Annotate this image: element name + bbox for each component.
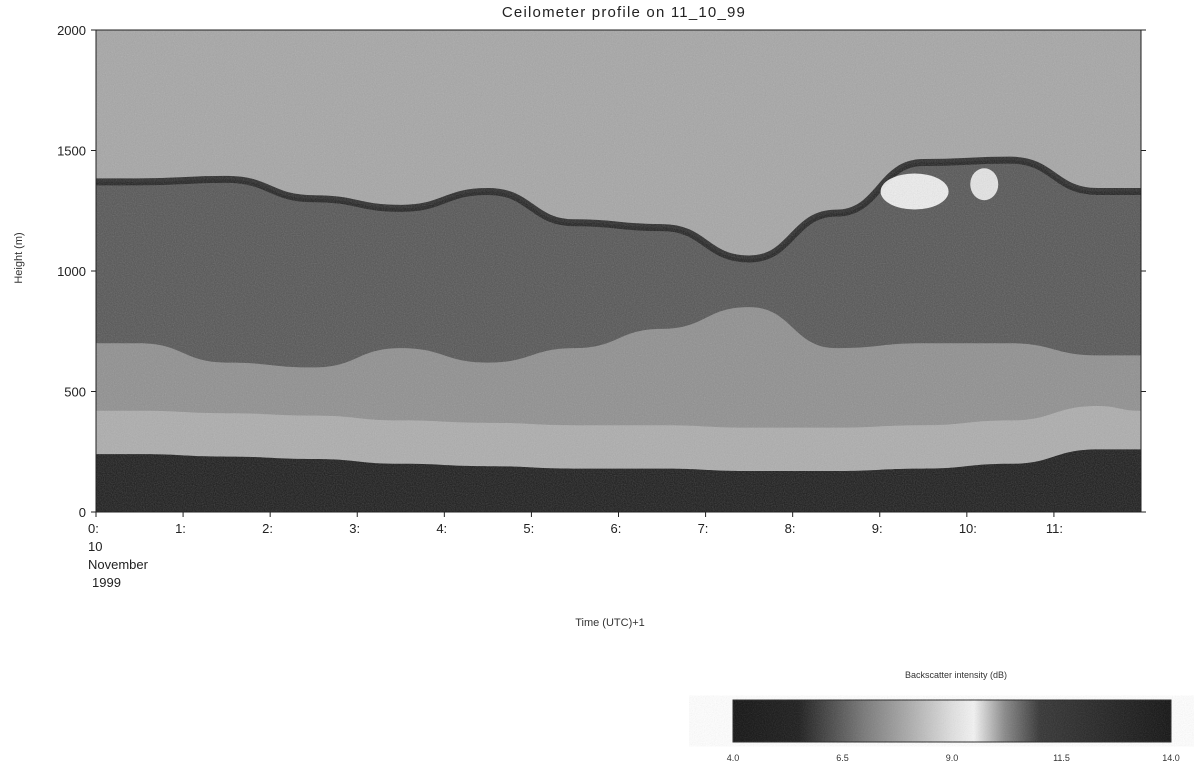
y-tick-label: 0	[79, 505, 86, 520]
colorbar-tick-label: 6.5	[836, 753, 849, 763]
colorbar-ticks: 4.0 6.5 9.0 11.5 14.0	[727, 753, 1180, 763]
chart-title: Ceilometer profile on 11_10_99	[502, 4, 746, 21]
y-tick-label: 2000	[57, 23, 86, 38]
x-date-label: 10 November 1999	[88, 539, 149, 590]
colorbar-tick-label: 14.0	[1162, 753, 1180, 763]
y-tick-label: 1500	[57, 144, 86, 159]
date-day: 10	[88, 539, 102, 554]
x-tick-label: 9:	[872, 521, 883, 536]
x-tick-label: 1:	[175, 521, 186, 536]
plot-area	[96, 30, 1141, 512]
x-tick-label: 5:	[523, 521, 534, 536]
colorbar-tick-label: 4.0	[727, 753, 740, 763]
colorbar-tick-label: 9.0	[946, 753, 959, 763]
x-tick-label: 0:	[88, 521, 99, 536]
x-tick-label: 7:	[698, 521, 709, 536]
date-year: 1999	[92, 575, 121, 590]
x-axis: 0: 1: 2: 3: 4: 5: 6: 7: 8: 9: 10: 11:	[88, 512, 1063, 536]
x-tick-label: 3:	[349, 521, 360, 536]
colorbar-label: Backscatter intensity (dB)	[905, 670, 1007, 680]
x-tick-label: 8:	[785, 521, 796, 536]
x-tick-label: 10:	[959, 521, 977, 536]
y-tick-label: 1000	[57, 264, 86, 279]
x-tick-label: 6:	[611, 521, 622, 536]
y-axis-label: Height (m)	[13, 232, 25, 283]
y-axis: 0 500 1000 1500 2000	[57, 23, 1146, 520]
colorbar-noise	[733, 700, 1171, 742]
colorbar: Backscatter intensity (dB) 4.0 6.5 9.0 11.5…	[727, 670, 1180, 763]
x-axis-label: Time (UTC)+1	[575, 617, 645, 629]
noise-texture	[96, 30, 1141, 512]
colorbar-tick-label: 11.5	[1053, 753, 1070, 763]
y-tick-label: 500	[64, 385, 86, 400]
x-tick-label: 4:	[436, 521, 447, 536]
x-tick-label: 11:	[1046, 521, 1063, 536]
date-month: November	[88, 557, 149, 572]
x-tick-label: 2:	[262, 521, 273, 536]
